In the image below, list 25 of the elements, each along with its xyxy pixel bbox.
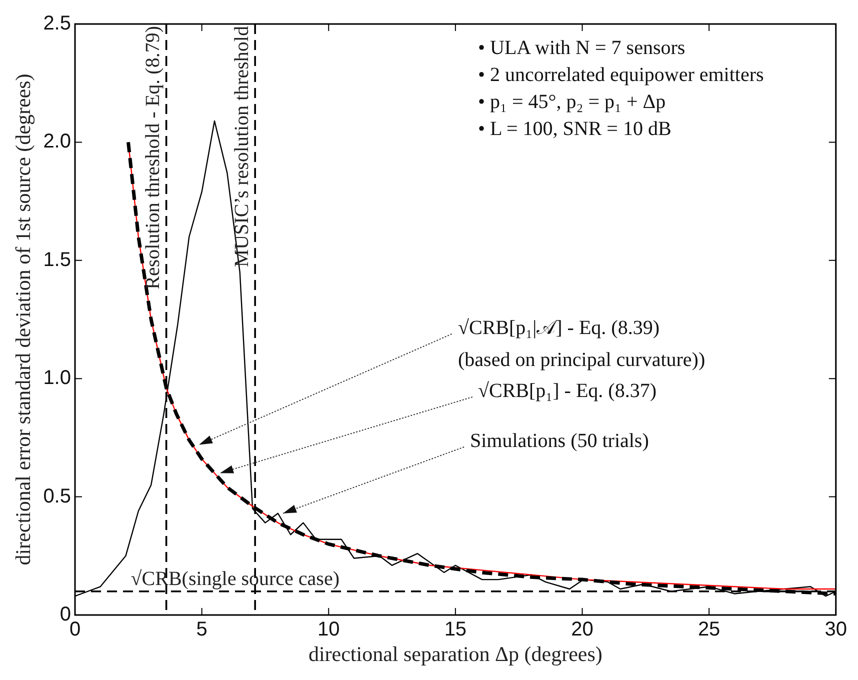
annotation: (based on principal curvature)) (458, 349, 706, 371)
y-tick-label: 0.5 (43, 485, 71, 508)
y-tick-label: 1.5 (43, 248, 71, 271)
y-tick-label: 2.5 (43, 12, 71, 35)
x-tick-label: 15 (444, 618, 467, 641)
annotation: Simulations (50 trials) (470, 430, 649, 452)
annotation: • ULA with N = 7 sensors (478, 37, 686, 59)
ref-line-label: Resolution threshold - Eq. (8.79) (142, 26, 164, 290)
annotation: √CRB[p₁] - Eq. (8.37) (478, 380, 656, 402)
x-tick-label: 5 (196, 618, 208, 641)
x-axis-title: directional separation Δp (degrees) (308, 642, 602, 666)
y-axis-title: directional error standard deviation of 1st source (degrees) (11, 74, 36, 566)
x-tick-label: 30 (824, 618, 847, 641)
y-tick-label: 2.0 (43, 130, 71, 153)
x-tick-label: 25 (698, 618, 720, 641)
x-tick-label: 20 (571, 618, 594, 641)
y-tick-label: 1.0 (43, 367, 71, 390)
x-tick-label: 10 (318, 618, 340, 641)
annotation: • p₁ = 45°, p₂ = p₁ + Δp (478, 91, 666, 113)
ref-line-label: √CRB(single source case) (130, 568, 340, 590)
y-tick-label: 0 (60, 604, 71, 626)
annotation: √CRB[p₁|𝒜] - Eq. (8.39) (458, 317, 660, 339)
annotation: • L = 100, SNR = 10 dB (478, 118, 672, 140)
annotation: • 2 uncorrelated equipower emitters (478, 64, 764, 86)
ref-line-label: MUSIC’s resolution threshold (231, 26, 254, 268)
